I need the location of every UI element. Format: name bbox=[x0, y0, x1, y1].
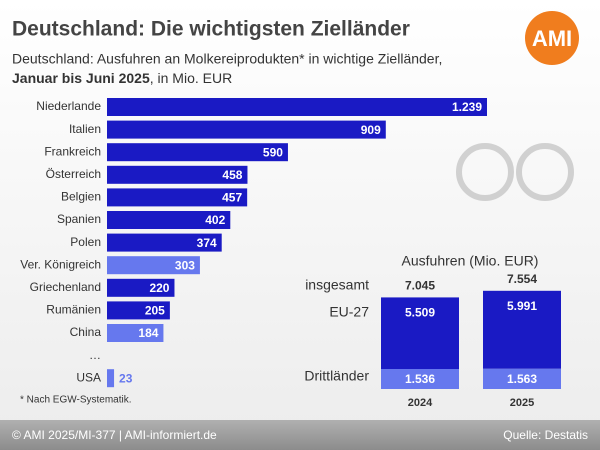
value-label: 23 bbox=[119, 371, 133, 385]
value-label: 303 bbox=[175, 258, 195, 272]
footer-right: Quelle: Destatis bbox=[503, 428, 588, 442]
subtitle-bold: Januar bis Juni 2025 bbox=[12, 70, 150, 86]
category-label: Niederlande bbox=[36, 99, 101, 113]
series-label: Drittländer bbox=[304, 368, 369, 384]
bar-segment bbox=[381, 297, 459, 370]
subtitle: Deutschland: Ausfuhren an Molkereiproduk… bbox=[12, 51, 442, 67]
footnote: * Nach EGW-Systematik. bbox=[20, 395, 132, 406]
value-label: 909 bbox=[361, 123, 381, 137]
footer-band bbox=[0, 420, 600, 450]
segment-label: 1.563 bbox=[507, 372, 537, 386]
value-label: 205 bbox=[145, 304, 165, 318]
value-label: 1.239 bbox=[452, 100, 482, 114]
bar bbox=[107, 324, 164, 342]
bar-segment bbox=[483, 290, 561, 369]
series-label: EU-27 bbox=[329, 304, 369, 320]
bar bbox=[107, 211, 231, 229]
currency-icon bbox=[456, 143, 574, 201]
logo-text: AMI bbox=[532, 26, 572, 51]
bar bbox=[107, 143, 288, 162]
title: Deutschland: Die wichtigsten Zielländer bbox=[12, 18, 410, 41]
segment-label: 5.991 bbox=[507, 299, 537, 313]
bar bbox=[107, 278, 175, 297]
segment-label: 5.509 bbox=[405, 306, 435, 320]
category-label: Spanien bbox=[57, 212, 101, 226]
bar bbox=[107, 233, 222, 252]
category-label: … bbox=[89, 348, 101, 362]
value-label: 374 bbox=[197, 236, 217, 250]
subtitle-rest: , in Mio. EUR bbox=[150, 70, 232, 86]
value-label: 184 bbox=[138, 326, 158, 340]
category-label: 2025 bbox=[510, 397, 534, 409]
total-label: 7.045 bbox=[405, 279, 435, 293]
category-label: Italien bbox=[69, 122, 101, 136]
value-label: 457 bbox=[222, 191, 242, 205]
bar-segment bbox=[483, 368, 561, 389]
category-label: Polen bbox=[70, 235, 101, 249]
total-label: 7.554 bbox=[507, 272, 537, 286]
value-label: 402 bbox=[205, 213, 225, 227]
category-label: China bbox=[70, 325, 102, 339]
bar bbox=[107, 188, 248, 207]
footer-left: © AMI 2025/MI-377 | AMI-informiert.de bbox=[12, 428, 217, 442]
totals-label: insgesamt bbox=[305, 277, 369, 293]
bar bbox=[107, 98, 487, 116]
bar bbox=[107, 120, 386, 139]
value-label: 590 bbox=[263, 145, 283, 159]
logo bbox=[525, 11, 579, 65]
bar-segment bbox=[381, 369, 459, 389]
category-label: USA bbox=[76, 370, 101, 384]
category-label: 2024 bbox=[408, 397, 433, 409]
category-label: Ver. Königreich bbox=[20, 257, 101, 271]
category-label: Rumänien bbox=[46, 303, 101, 317]
bar bbox=[107, 369, 115, 388]
value-label: 220 bbox=[149, 281, 169, 295]
value-label: 458 bbox=[222, 168, 242, 182]
category-label: Frankreich bbox=[44, 144, 101, 158]
subtitle: Januar bis Juni 2025, in Mio. EUR bbox=[12, 70, 232, 86]
category-label: Griechenland bbox=[30, 280, 101, 294]
category-label: Österreich bbox=[46, 167, 101, 181]
bar bbox=[107, 301, 170, 320]
chart-title: Ausfuhren (Mio. EUR) bbox=[402, 253, 539, 269]
bar bbox=[107, 165, 248, 184]
segment-label: 1.536 bbox=[405, 372, 435, 386]
bar bbox=[107, 256, 200, 275]
category-label: Belgien bbox=[61, 190, 101, 204]
